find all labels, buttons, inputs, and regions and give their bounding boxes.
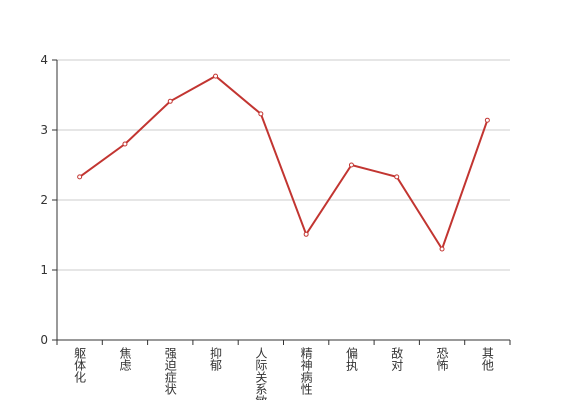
x-tick-label: 强迫症状 <box>163 347 177 395</box>
point <box>122 141 128 147</box>
point <box>303 231 309 237</box>
x-tick-label: 人际关系敏感 <box>254 347 268 400</box>
point <box>213 73 219 79</box>
point <box>167 98 173 104</box>
point <box>484 117 490 123</box>
point <box>348 162 354 168</box>
line <box>79 74 489 252</box>
y-tick-label: 1 <box>40 263 48 277</box>
point <box>439 246 445 252</box>
x-tick-label: 精神病性 <box>299 347 313 396</box>
x-tick-label: 偏执 <box>344 346 358 372</box>
point <box>77 174 83 180</box>
x-tick-label: 躯体化 <box>73 346 87 384</box>
x-tick-label: 焦虑 <box>118 347 132 371</box>
point <box>394 174 400 180</box>
y-tick-label: 4 <box>40 53 48 67</box>
x-tick-label: 抑郁 <box>209 346 223 372</box>
y-tick-label: 2 <box>40 193 48 207</box>
point <box>258 111 264 117</box>
y-tick-label: 0 <box>40 333 48 347</box>
x-tick-label: 敌对 <box>390 346 404 371</box>
x-tick-label: 其他 <box>480 347 494 371</box>
y-tick-label: 3 <box>40 123 48 137</box>
x-tick-label: 恐怖 <box>435 347 449 371</box>
